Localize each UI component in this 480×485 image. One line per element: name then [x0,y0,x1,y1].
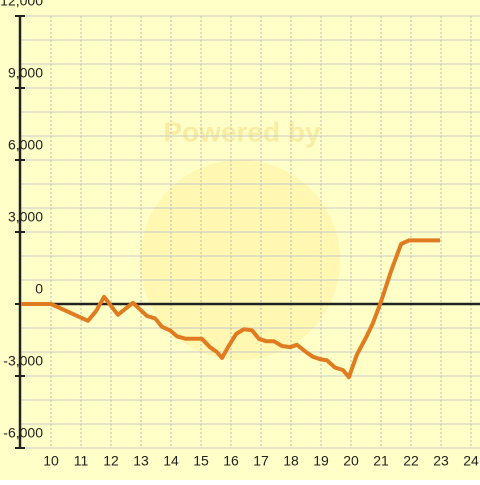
x-tick-label: 14 [163,453,179,469]
watermark-logo [140,160,340,360]
y-tick-label: 0 [35,281,43,297]
y-tick-label: 6,000 [8,137,43,153]
data-line [21,238,441,380]
x-tick-label: 11 [74,453,89,469]
x-tick-label: 10 [43,453,59,469]
x-tick-label: 19 [313,453,329,469]
x-tick-label: 22 [403,453,419,469]
x-tick-label: 18 [283,453,299,469]
x-tick-label: 20 [343,453,359,469]
x-tick-label: 23 [433,453,449,469]
y-tick-label: 12,000 [0,0,43,9]
x-tick-label: 24 [463,453,479,469]
y-tick-label: -3,000 [3,353,43,369]
x-tick-label: 15 [193,453,209,469]
y-tick-label: -6,000 [3,425,43,441]
x-tick-label: 13 [133,453,149,469]
watermark: Powered by [163,116,321,147]
x-tick-label: 17 [253,453,269,469]
y-tick-label: 3,000 [8,209,43,225]
y-tick-label: 9,000 [8,65,43,81]
x-tick-label: 21 [373,453,389,469]
x-tick-label: 12 [103,453,119,469]
x-tick-label: 16 [223,453,239,469]
